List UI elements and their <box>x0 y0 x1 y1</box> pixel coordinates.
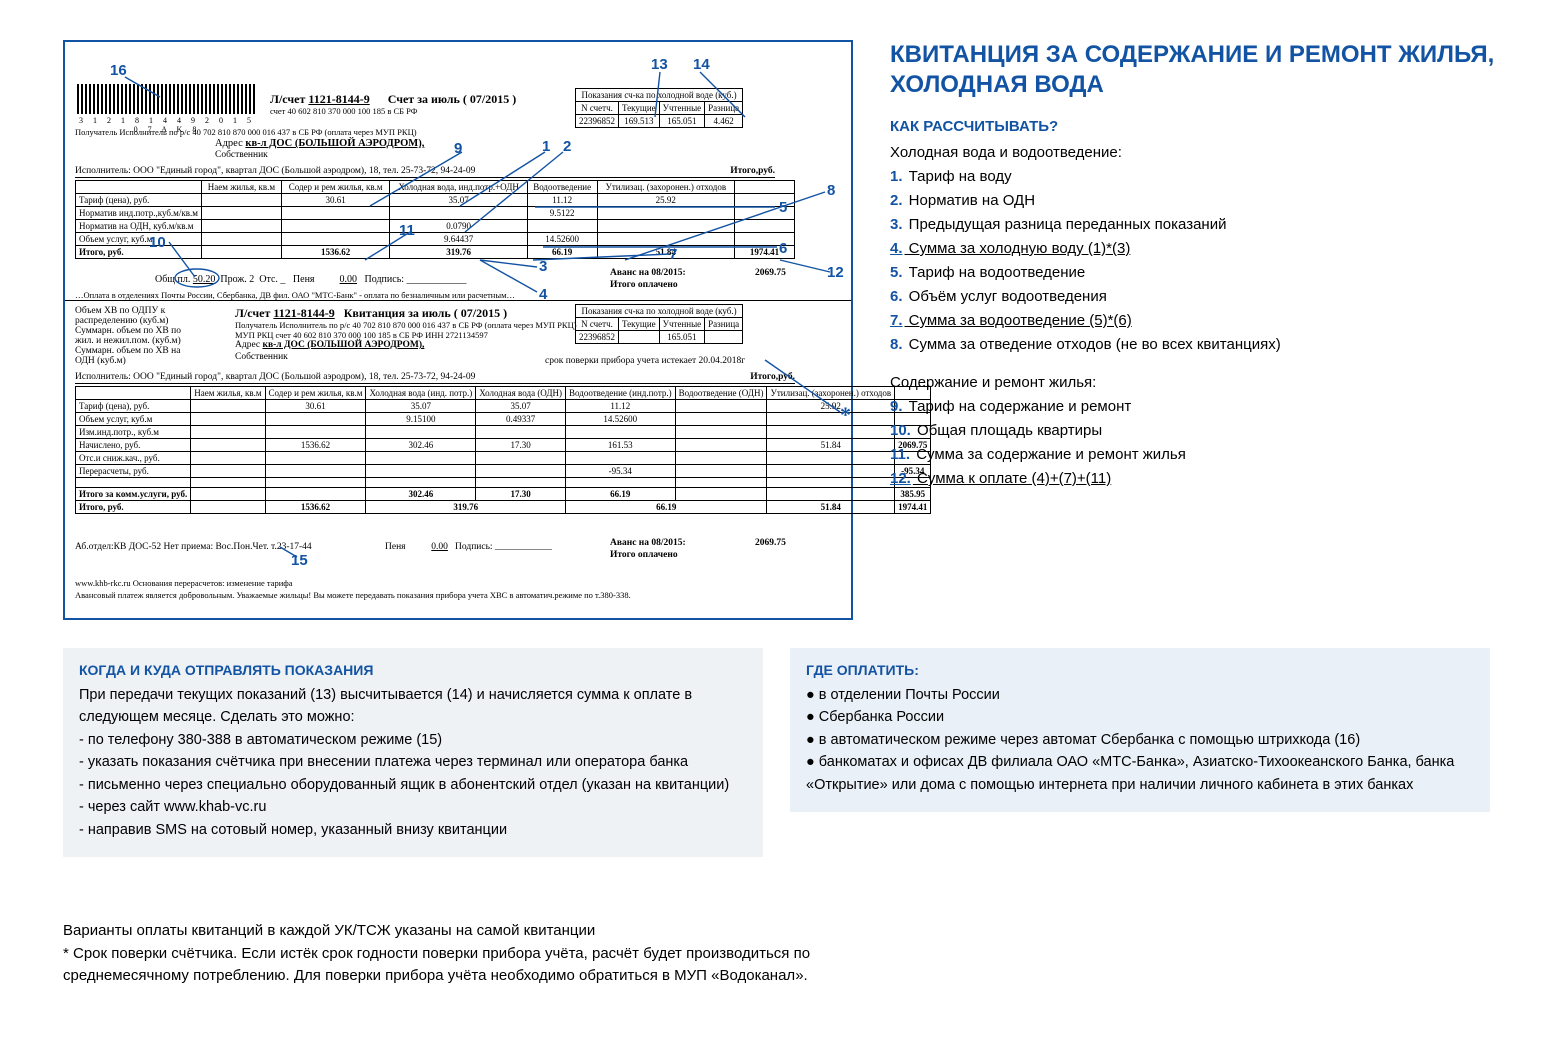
howto-intro2: Содержание и ремонт жилья: <box>890 371 1500 395</box>
list-item: 7. Сумма за водоотведение (5)*(6) <box>890 309 1500 333</box>
foot-small: Авансовый платеж является добровольным. … <box>75 590 631 600</box>
list-item: - по телефону 380-388 в автоматическом р… <box>79 729 747 751</box>
list-item: 12. Сумма к оплате (4)+(7)+(11) <box>890 467 1500 491</box>
pover-date: срок поверки прибора учета истекает 20.0… <box>545 356 745 366</box>
list-item: - направив SMS на сотовый номер, указанн… <box>79 819 747 841</box>
list-item: 11. Сумма за содержание и ремонт жилья <box>890 443 1500 467</box>
address-label: Адрес <box>215 138 243 149</box>
list-item: ● Сбербанка России <box>806 706 1474 728</box>
when-where-intro: При передачи текущих показаний (13) высч… <box>79 684 747 729</box>
owner: Собственник <box>215 150 268 160</box>
list-item: ● банкоматах и офисах ДВ филиала ОАО «МТ… <box>806 751 1474 796</box>
footnote: Варианты оплаты квитанций в каждой УК/ТС… <box>63 920 883 988</box>
list-item: - через сайт www.khab-vc.ru <box>79 796 747 818</box>
ab-otdel: Аб.отдел:КВ ДОС-52 Нет приема: Вос.Пон.Ч… <box>75 542 312 552</box>
itogo-opl: Итого оплачено <box>610 280 678 290</box>
list-item: ● в автоматическом режиме через автомат … <box>806 729 1474 751</box>
pay-note: …Оплата в отделениях Почты России, Сберб… <box>75 290 515 300</box>
meters-header: Показания сч-ка по холодной воде (куб.) <box>576 89 743 102</box>
list-item: 4. Сумма за холодную воду (1)*(3) <box>890 237 1500 261</box>
list-item: 5. Тариф на водоотведение <box>890 261 1500 285</box>
footnote-line2: * Срок поверки счётчика. Если истёк срок… <box>63 943 883 988</box>
avans-label: Аванс на 08/2015: <box>610 268 686 278</box>
footnote-line1: Варианты оплаты квитанций в каждой УК/ТС… <box>63 920 883 943</box>
callout-5: 5 <box>779 199 787 216</box>
list-item: 1. Тариф на воду <box>890 165 1500 189</box>
when-where-lines: - по телефону 380-388 в автоматическом р… <box>79 729 747 841</box>
receipt-container: 3 1 2 1 8 1 4 4 9 2 0 1 5 0 7 A K 8 Л/сч… <box>63 40 853 620</box>
where-pay-lines: ● в отделении Почты России● Сбербанка Ро… <box>806 684 1474 796</box>
exec-line: Исполнитель: ООО "Единый город", квартал… <box>75 166 475 176</box>
total-top: 2069.75 <box>755 268 786 278</box>
account-label: Л/счет <box>270 92 305 106</box>
list-item: 6. Объём услуг водоотведения <box>890 285 1500 309</box>
when-where-title: КОГДА И КУДА ОТПРАВЛЯТЬ ПОКАЗАНИЯ <box>79 662 747 678</box>
list-item: 10. Общая площадь квартиры <box>890 419 1500 443</box>
howto-list-maint: 9. Тариф на содержание и ремонт10. Общая… <box>890 395 1500 491</box>
address: кв-л ДОС (БОЛЬШОЙ АЭРОДРОМ), <box>245 138 424 149</box>
when-where-box: КОГДА И КУДА ОТПРАВЛЯТЬ ПОКАЗАНИЯ При пе… <box>63 648 763 857</box>
list-item: 9. Тариф на содержание и ремонт <box>890 395 1500 419</box>
barcode <box>77 84 257 114</box>
stub-title: Квитанция за июль ( 07/2015 ) <box>344 306 507 320</box>
meters-table-top: Показания сч-ка по холодной воде (куб.) … <box>575 88 743 128</box>
meters-table-stub: Показания сч-ка по холодной воде (куб.) … <box>575 304 743 344</box>
callout-4: 4 <box>539 286 547 303</box>
payee-line: Получатель Исполнитель по р/с 40 702 810… <box>75 127 417 137</box>
service-table-bottom: Наем жилья, кв.м Содер и рем жилья, кв.м… <box>75 386 931 514</box>
list-item: - указать показания счётчика при внесени… <box>79 751 747 773</box>
list-item: - письменно через специально оборудованн… <box>79 774 747 796</box>
callout-6: 6 <box>779 240 787 257</box>
schet-line: счет 40 602 810 370 000 100 185 в СБ РФ <box>270 106 417 116</box>
list-item: 8. Сумма за отведение отходов (не во все… <box>890 333 1500 357</box>
callout-1: 1 <box>542 138 550 155</box>
callout-11: 11 <box>399 222 415 239</box>
where-pay-box: ГДЕ ОПЛАТИТЬ: ● в отделении Почты России… <box>790 648 1490 812</box>
list-item: 3. Предыдущая разница переданных показан… <box>890 213 1500 237</box>
bill-period: Счет за июль ( 07/2015 ) <box>388 92 517 106</box>
callout-10: 10 <box>149 234 166 251</box>
howto-intro: Холодная вода и водоотведение: <box>890 141 1500 165</box>
callout-asterisk: * <box>840 402 851 428</box>
howto-title: КАК РАССЧИТЫВАТЬ? <box>890 118 1500 135</box>
callout-8: 8 <box>827 182 835 199</box>
callout-13: 13 <box>651 56 668 73</box>
list-item: ● в отделении Почты России <box>806 684 1474 706</box>
callout-2: 2 <box>563 138 571 155</box>
explanation-panel: КВИТАНЦИЯ ЗА СОДЕРЖАНИЕ И РЕМОНТ ЖИЛЬЯ, … <box>890 40 1500 491</box>
callout-3: 3 <box>539 258 547 275</box>
callout-12: 12 <box>827 264 844 281</box>
callout-16: 16 <box>110 62 127 79</box>
callout-7: 7 <box>669 246 677 263</box>
service-table-top: Наем жилья, кв.м Содер и рем жилья, кв.м… <box>75 180 795 259</box>
callout-14: 14 <box>693 56 710 73</box>
page-title: КВИТАНЦИЯ ЗА СОДЕРЖАНИЕ И РЕМОНТ ЖИЛЬЯ, … <box>890 40 1500 100</box>
callout-9: 9 <box>454 140 462 157</box>
list-item: 2. Норматив на ОДН <box>890 189 1500 213</box>
account-number: 1121-8144-9 <box>308 92 369 106</box>
total-bottom: 2069.75 <box>755 538 786 548</box>
callout-15: 15 <box>291 552 308 569</box>
receipt-document: 3 1 2 1 8 1 4 4 9 2 0 1 5 0 7 A K 8 Л/сч… <box>65 42 851 618</box>
site-line: www.khb-rkc.ru Основания перерасчетов: и… <box>75 578 293 588</box>
howto-list-water: 1. Тариф на воду2. Норматив на ОДН3. Пре… <box>890 165 1500 357</box>
itogo-rub-label: Итого,руб. <box>730 166 775 176</box>
where-pay-title: ГДЕ ОПЛАТИТЬ: <box>806 662 1474 678</box>
